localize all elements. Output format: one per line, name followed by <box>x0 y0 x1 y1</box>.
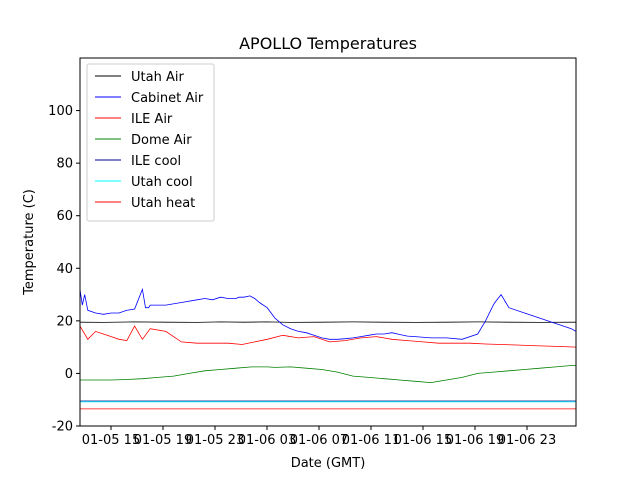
x-tick-label: 01-05 23 <box>186 433 244 448</box>
legend-label: Dome Air <box>131 133 192 148</box>
plot-frame <box>79 57 577 427</box>
x-tick-label: 01-06 07 <box>290 433 348 448</box>
x-tick-label: 01-05 15 <box>82 433 140 448</box>
y-tick-label: 20 <box>56 314 73 329</box>
series-line-dome-air <box>80 365 576 384</box>
x-tick-label: 01-06 03 <box>238 433 296 448</box>
x-axis-label: Date (GMT) <box>291 456 366 471</box>
legend-label: ILE cool <box>131 154 181 169</box>
series-line-utah-air <box>79 321 577 323</box>
y-axis-label: Temperature (C) <box>22 189 37 296</box>
series-line-cabinet-air <box>79 287 577 340</box>
legend-label: Utah cool <box>131 175 193 190</box>
y-tick-label: 0 <box>65 367 73 382</box>
series-line-ile-air <box>79 325 577 348</box>
chart-title: APOLLO Temperatures <box>239 34 417 53</box>
legend-label: Utah Air <box>131 70 184 85</box>
legend-label: Utah heat <box>131 196 195 211</box>
y-tick-label: -20 <box>52 420 73 435</box>
legend-box <box>86 63 215 222</box>
y-tick-label: 80 <box>56 157 73 172</box>
x-tick-label: 01-06 11 <box>342 433 400 448</box>
legend: Utah Air Cabinet Air ILE Air Dome Air ILE co… <box>86 63 215 222</box>
x-tick-label: 01-06 15 <box>394 433 452 448</box>
x-tick-label: 01-06 23 <box>498 433 556 448</box>
legend-label: Cabinet Air <box>131 91 204 106</box>
y-tick-label: 60 <box>56 209 73 224</box>
y-tick-label: 100 <box>48 104 73 119</box>
legend-label: ILE Air <box>131 112 173 127</box>
x-tick-label: 01-05 19 <box>134 433 192 448</box>
x-tick-label: 01-06 19 <box>446 433 504 448</box>
y-tick-label: 40 <box>56 262 73 277</box>
